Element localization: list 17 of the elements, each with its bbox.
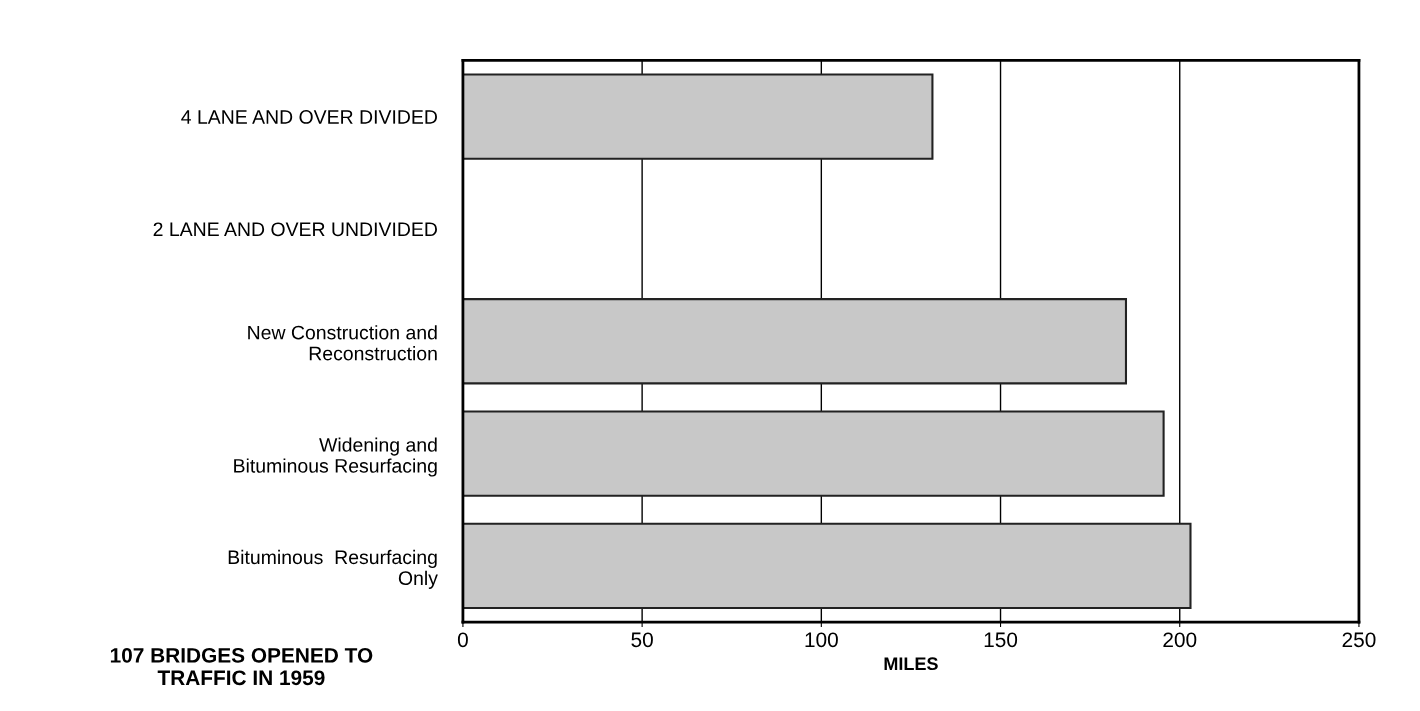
bar xyxy=(462,298,1128,385)
x-tick-label: 100 xyxy=(805,632,838,648)
y-tick-label: Widening and Bituminous Resurfacing xyxy=(234,437,437,477)
bar xyxy=(462,522,1192,610)
y-tick-label: New Construction and Reconstruction xyxy=(248,325,437,361)
bar xyxy=(462,73,934,160)
x-axis-title: MILES xyxy=(884,657,938,671)
x-tick-label: 50 xyxy=(631,632,653,648)
x-tick-label: 0 xyxy=(457,632,468,648)
x-tick-label: 250 xyxy=(1342,632,1376,648)
text: 107 BRIDGES OPENED TO TRAFFIC IN 1959 xyxy=(110,647,373,686)
x-tick-label: 150 xyxy=(984,632,1018,648)
y-tick-label: 2 LANE AND OVER UNDIVIDED xyxy=(153,222,437,237)
y-tick-label: Bituminous Resurfacing Only xyxy=(228,549,438,589)
bar xyxy=(462,410,1165,497)
y-tick-label: 4 LANE AND OVER DIVIDED xyxy=(181,110,437,124)
x-tick-label: 200 xyxy=(1163,632,1197,648)
